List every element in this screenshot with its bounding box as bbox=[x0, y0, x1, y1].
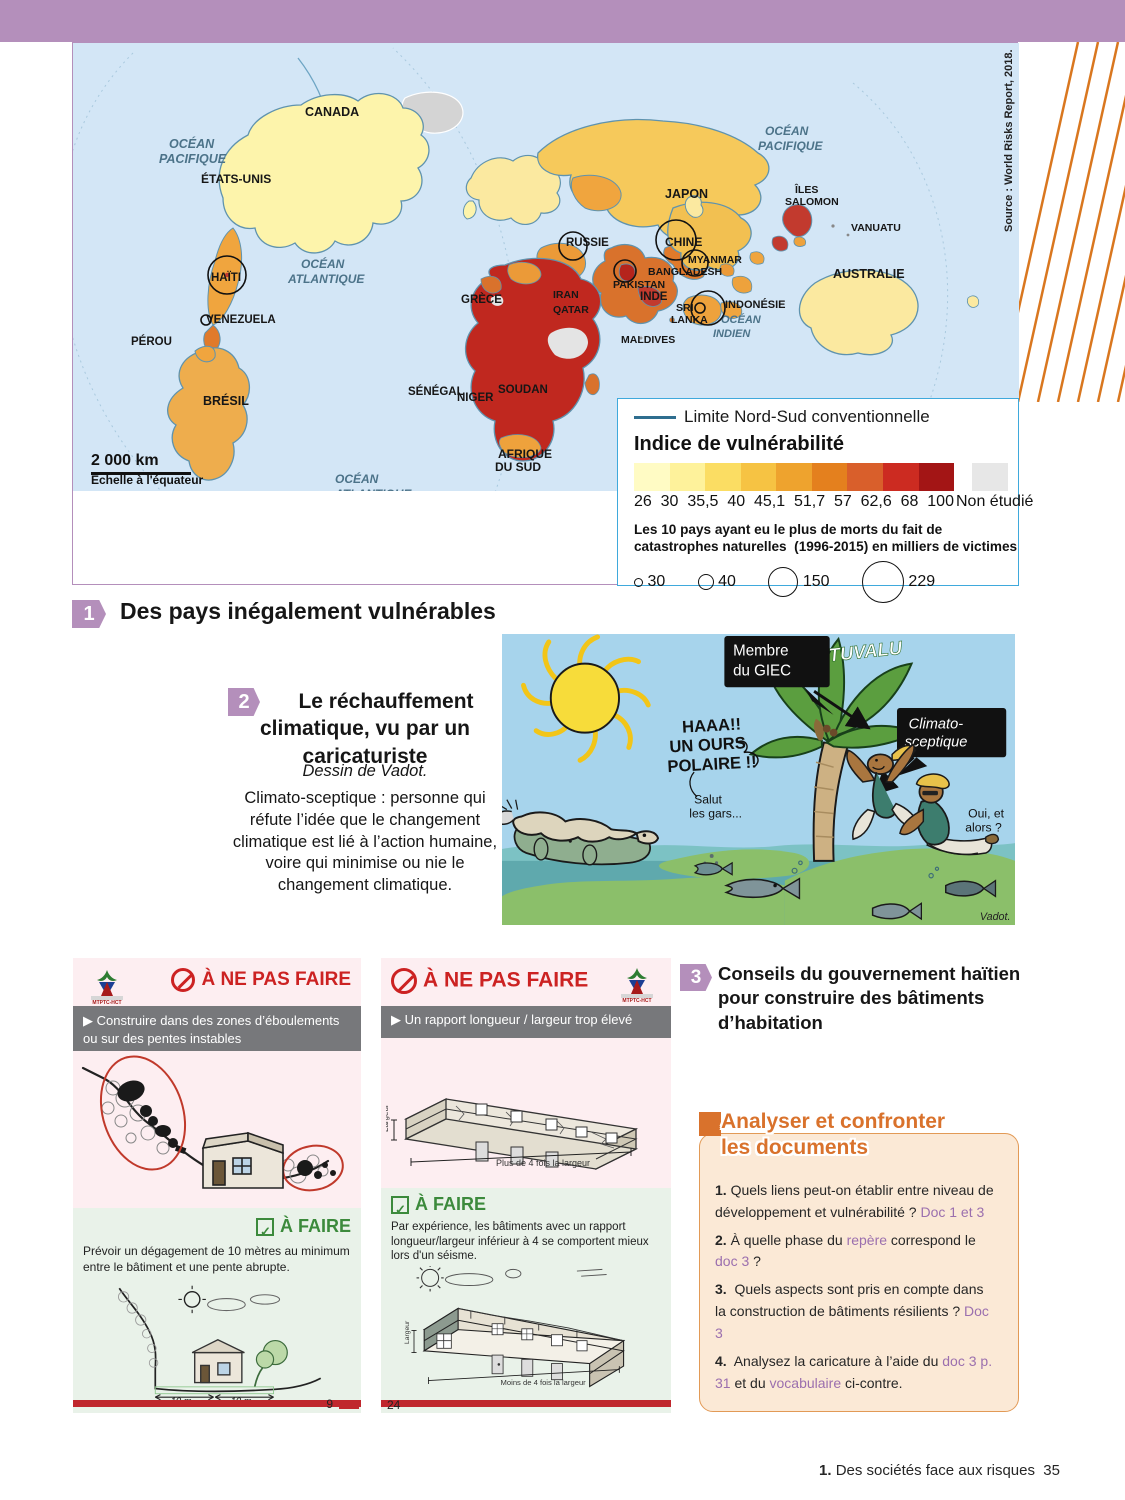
svg-text:SÉNÉGAL: SÉNÉGAL bbox=[408, 385, 464, 398]
svg-text:Moins de 4 fois la largeur: Moins de 4 fois la largeur bbox=[501, 1378, 587, 1387]
svg-text:VENEZUELA: VENEZUELA bbox=[206, 314, 276, 326]
svg-text:ATLANTIQUE: ATLANTIQUE bbox=[287, 272, 365, 286]
svg-text:du GIEC: du GIEC bbox=[733, 662, 791, 679]
svg-text:Salut: Salut bbox=[694, 793, 722, 807]
svg-text:PACIFIQUE: PACIFIQUE bbox=[159, 152, 227, 166]
svg-text:les gars...: les gars... bbox=[689, 806, 742, 820]
svg-text:SOUDAN: SOUDAN bbox=[498, 384, 548, 396]
svg-text:GRÈCE: GRÈCE bbox=[461, 293, 502, 306]
svg-text:Vadot.: Vadot. bbox=[980, 911, 1011, 923]
svg-text:OCÉAN: OCÉAN bbox=[721, 313, 762, 326]
svg-text:NIGER: NIGER bbox=[457, 392, 494, 404]
svg-text:VANUATU: VANUATU bbox=[851, 222, 901, 234]
svg-text:alors ?: alors ? bbox=[965, 820, 1002, 834]
svg-text:INDE: INDE bbox=[640, 291, 668, 303]
svg-text:AUSTRALIE: AUSTRALIE bbox=[833, 267, 905, 281]
svg-text:AFRIQUE: AFRIQUE bbox=[498, 447, 552, 461]
svg-text:OCÉAN: OCÉAN bbox=[169, 136, 215, 151]
svg-text:PACIFIQUE: PACIFIQUE bbox=[758, 139, 823, 153]
svg-text:PÉROU: PÉROU bbox=[131, 335, 172, 348]
svg-text:ÎLES: ÎLES bbox=[794, 183, 818, 196]
svg-text:OCÉAN: OCÉAN bbox=[335, 471, 379, 486]
svg-text:Largeur: Largeur bbox=[386, 1104, 390, 1132]
svg-text:ÉTATS-UNIS: ÉTATS-UNIS bbox=[201, 171, 271, 186]
svg-text:INDIEN: INDIEN bbox=[713, 328, 751, 340]
svg-text:HAÏTI: HAÏTI bbox=[211, 271, 241, 284]
svg-text:Climato-: Climato- bbox=[909, 717, 964, 733]
svg-text:Largeur: Largeur bbox=[404, 1320, 411, 1344]
svg-text:CANADA: CANADA bbox=[305, 105, 359, 119]
svg-text:SALOMON: SALOMON bbox=[785, 196, 839, 208]
svg-text:INDONÉSIE: INDONÉSIE bbox=[725, 298, 786, 311]
svg-text:ATLANTIQUE: ATLANTIQUE bbox=[334, 487, 412, 491]
svg-text:MYANMAR: MYANMAR bbox=[688, 254, 742, 266]
svg-text:MTPTC-HCT: MTPTC-HCT bbox=[622, 998, 651, 1004]
svg-text:MALDIVES: MALDIVES bbox=[621, 334, 675, 346]
svg-text:OCÉAN: OCÉAN bbox=[765, 123, 809, 138]
svg-text:Oui, et: Oui, et bbox=[968, 806, 1004, 820]
svg-text:QATAR: QATAR bbox=[553, 304, 589, 316]
svg-text:DU SUD: DU SUD bbox=[495, 460, 541, 474]
svg-text:Membre: Membre bbox=[733, 643, 788, 660]
svg-text:Plus de 4 fois la largeur: Plus de 4 fois la largeur bbox=[496, 1158, 590, 1168]
svg-text:IRAN: IRAN bbox=[553, 289, 579, 301]
svg-text:JAPON: JAPON bbox=[665, 187, 708, 201]
svg-text:OCÉAN: OCÉAN bbox=[301, 256, 345, 271]
svg-text:BRÉSIL: BRÉSIL bbox=[203, 393, 249, 408]
svg-text:CHINE: CHINE bbox=[665, 235, 702, 249]
